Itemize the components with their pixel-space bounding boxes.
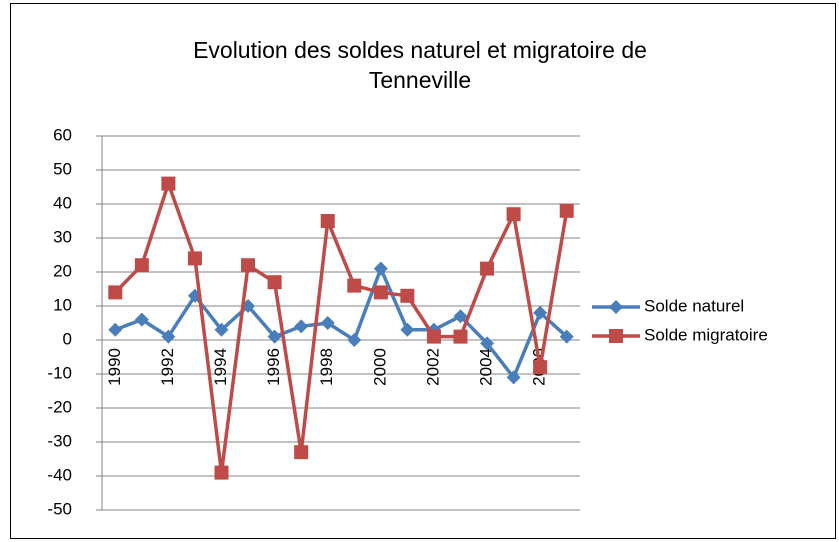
x-tick-label: 2002 xyxy=(423,348,442,386)
marker xyxy=(533,360,548,375)
x-tick-label: 1994 xyxy=(211,348,230,386)
x-tick-label: 1996 xyxy=(264,348,283,386)
marker xyxy=(373,285,388,300)
y-tick-label: 40 xyxy=(53,193,72,212)
y-tick-label: 10 xyxy=(53,295,72,314)
chart-title: Evolution des soldes naturel et migratoi… xyxy=(193,37,647,63)
marker xyxy=(400,288,415,303)
y-tick-label: 30 xyxy=(53,227,72,246)
marker xyxy=(400,322,415,337)
y-tick-label: -50 xyxy=(47,499,72,518)
marker xyxy=(294,445,309,460)
legend-marker xyxy=(609,300,623,314)
series-line xyxy=(114,181,569,475)
chart-title: Tenneville xyxy=(369,67,471,93)
marker xyxy=(559,329,574,344)
marker xyxy=(187,251,202,266)
legend-label: Solde migratoire xyxy=(644,325,768,344)
y-tick-label: -20 xyxy=(47,397,72,416)
y-tick-label: -40 xyxy=(47,465,72,484)
marker xyxy=(559,203,574,218)
marker xyxy=(347,278,362,293)
marker xyxy=(373,261,388,276)
marker xyxy=(108,322,123,337)
legend-marker xyxy=(609,329,623,343)
marker xyxy=(134,258,149,273)
y-tick-label: 50 xyxy=(53,159,72,178)
marker xyxy=(453,329,468,344)
legend-label: Solde naturel xyxy=(644,296,744,315)
y-tick-label: 60 xyxy=(53,125,72,144)
series-line xyxy=(114,266,568,380)
marker xyxy=(480,336,495,351)
marker xyxy=(214,322,229,337)
marker xyxy=(267,275,282,290)
x-tick-label: 2004 xyxy=(477,348,496,386)
marker xyxy=(267,329,282,344)
marker xyxy=(241,258,256,273)
y-tick-label: -30 xyxy=(47,431,72,450)
x-tick-label: 2000 xyxy=(370,348,389,386)
y-tick-label: 0 xyxy=(63,329,72,348)
marker xyxy=(533,305,548,320)
marker xyxy=(294,319,309,334)
y-tick-label: -10 xyxy=(47,363,72,382)
marker xyxy=(506,207,521,222)
y-tick-label: 20 xyxy=(53,261,72,280)
x-tick-label: 1998 xyxy=(317,348,336,386)
marker xyxy=(161,176,176,191)
marker xyxy=(320,316,335,330)
x-tick-label: 1990 xyxy=(105,348,124,386)
marker xyxy=(320,214,335,228)
marker xyxy=(453,309,468,324)
marker xyxy=(506,370,521,385)
marker xyxy=(426,329,441,344)
marker xyxy=(134,312,149,327)
x-tick-label: 1992 xyxy=(158,348,177,386)
marker xyxy=(347,333,362,347)
marker xyxy=(108,285,123,300)
marker xyxy=(480,261,495,276)
marker xyxy=(214,465,229,480)
marker xyxy=(161,329,176,344)
